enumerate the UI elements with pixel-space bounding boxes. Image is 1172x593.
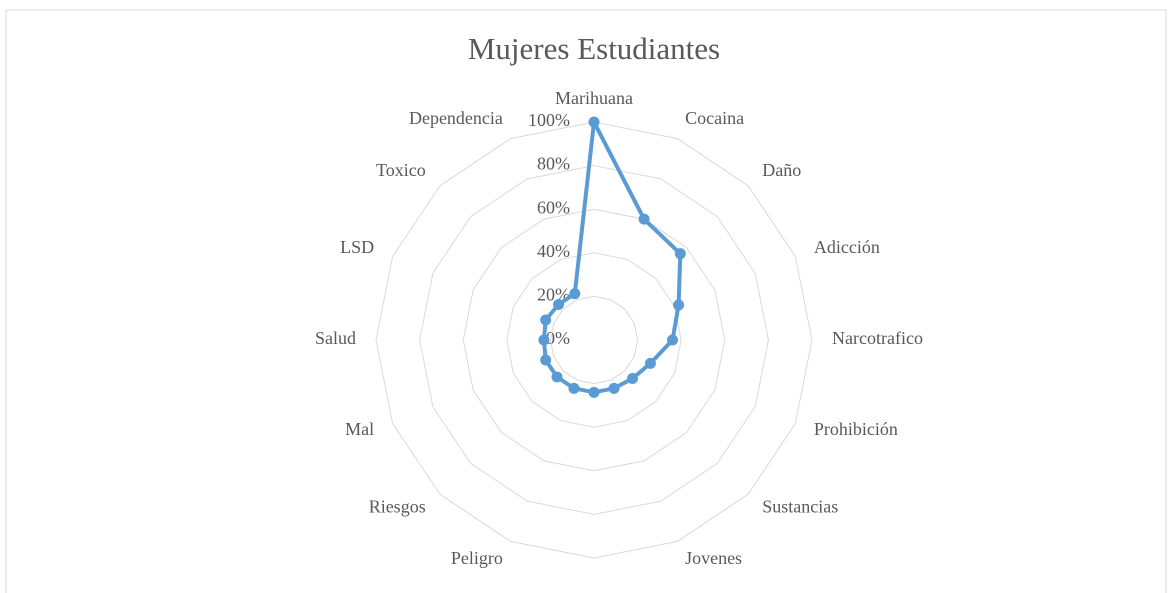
data-point — [568, 382, 580, 394]
category-label: Narcotrafico — [832, 328, 923, 348]
chart-frame — [5, 9, 1167, 593]
category-label: Sustancias — [762, 496, 838, 516]
y-tick-label: 20% — [537, 285, 570, 305]
y-tick-label: 0% — [546, 328, 570, 348]
y-tick-label: 60% — [537, 197, 570, 217]
grid-ring — [375, 121, 813, 559]
data-point — [644, 357, 656, 369]
category-label: Mal — [345, 419, 374, 439]
data-point — [588, 386, 600, 398]
data-point — [569, 288, 581, 300]
grid-ring — [462, 208, 726, 472]
grid: 0% 20% 40% 60% 80% 100%Marihuana Cocaina Daño Ad… — [315, 88, 923, 568]
category-label: Toxico — [376, 160, 426, 180]
grid-ring — [506, 252, 682, 428]
category-label: Cocaina — [685, 108, 744, 128]
grid-ring — [549, 295, 639, 385]
grid-ring — [419, 165, 769, 515]
data-point — [673, 299, 685, 311]
category-label: Riesgos — [369, 496, 426, 516]
category-label: Peligro — [451, 548, 503, 568]
data-point — [608, 382, 620, 394]
y-tick-label: 80% — [537, 154, 570, 174]
category-label: LSD — [340, 237, 374, 257]
y-tick-label: 40% — [537, 241, 570, 261]
category-label: Salud — [315, 328, 356, 348]
data-point — [540, 354, 552, 366]
category-label: Daño — [762, 160, 801, 180]
data-point — [674, 248, 686, 260]
data-point — [627, 373, 639, 385]
data-point — [666, 334, 678, 346]
data-point — [553, 299, 565, 311]
y-tick-label: 100% — [528, 110, 570, 130]
category-label: Dependencia — [409, 108, 503, 128]
data-point — [551, 371, 563, 383]
data-point — [588, 116, 600, 128]
data-point — [638, 213, 650, 225]
data-point — [540, 314, 552, 326]
chart-title: Mujeres Estudiantes — [468, 31, 720, 66]
category-label: Adicción — [814, 237, 880, 257]
plot — [538, 116, 686, 398]
data-point — [538, 334, 550, 346]
category-label: Marihuana — [555, 88, 633, 108]
category-label: Jovenes — [685, 548, 742, 568]
category-label: Prohibición — [814, 419, 898, 439]
